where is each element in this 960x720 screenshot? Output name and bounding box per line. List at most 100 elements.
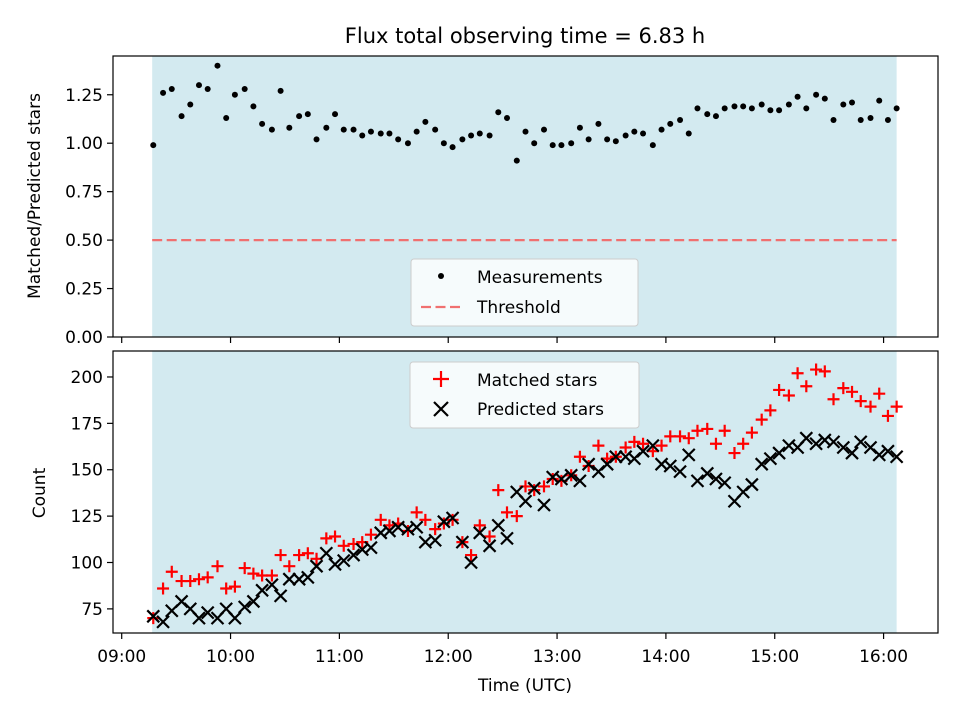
measurement-point xyxy=(359,132,366,139)
y-tick-label: 175 xyxy=(71,414,103,434)
x-tick-label: 14:00 xyxy=(641,647,690,667)
matched-star-point xyxy=(364,528,377,541)
measurement-point xyxy=(223,115,230,122)
matched-star-point xyxy=(283,560,296,573)
matched-star-point xyxy=(728,447,741,460)
matched-star-point xyxy=(329,530,342,543)
matched-star-point xyxy=(846,385,859,398)
matched-star-point xyxy=(573,450,586,463)
matched-star-point xyxy=(800,380,813,393)
matched-star-point xyxy=(184,575,197,588)
legend-predicted-marker xyxy=(433,401,449,417)
count-x-ticks: 09:00 10:00 11:00 12:00 13:00 14:00 15:00 16:00 xyxy=(97,633,908,667)
matched-star-point xyxy=(446,513,459,526)
predicted-star-point xyxy=(364,540,378,555)
matched-star-point xyxy=(646,445,659,458)
matched-star-point xyxy=(837,382,850,395)
predicted-star-point xyxy=(265,577,279,592)
measurement-point xyxy=(712,113,719,120)
predicted-star-point xyxy=(200,605,215,620)
predicted-star-point xyxy=(581,457,596,471)
measurement-point xyxy=(794,93,801,100)
ratio-legend: Measurements Threshold xyxy=(410,258,639,327)
predicted-star-point xyxy=(192,611,206,625)
predicted-star-point xyxy=(881,444,895,458)
measurement-point xyxy=(323,124,330,131)
measurement-point xyxy=(631,128,638,135)
matched-star-point xyxy=(211,560,224,573)
predicted-star-point xyxy=(872,448,887,462)
measurement-point xyxy=(821,95,828,102)
count-legend-box xyxy=(409,361,640,429)
matched-star-point xyxy=(546,473,559,486)
y-tick-label: 200 xyxy=(71,368,103,388)
measurement-point xyxy=(268,126,275,133)
predicted-star-point xyxy=(709,472,723,486)
measurement-point xyxy=(721,105,728,112)
measurement-point xyxy=(867,115,874,122)
predicted-star-point xyxy=(663,459,678,473)
measurement-point xyxy=(422,118,429,125)
predicted-star-point xyxy=(564,468,578,483)
predicted-star-point xyxy=(527,481,541,496)
matched-star-point xyxy=(274,549,287,562)
matched-star-point xyxy=(510,510,523,523)
predicted-star-point xyxy=(455,535,470,549)
measurement-point xyxy=(350,126,357,133)
predicted-star-point xyxy=(745,477,759,492)
measurement-point xyxy=(404,140,411,147)
ratio-ylabel: Matched/Predicted stars xyxy=(25,93,45,299)
ratio-legend-box xyxy=(410,258,639,327)
predicted-star-point xyxy=(255,583,269,598)
measurement-point xyxy=(876,97,883,104)
measurement-point xyxy=(813,91,820,98)
matched-star-point xyxy=(383,519,396,532)
measurement-point xyxy=(685,130,692,137)
predicted-star-point xyxy=(518,494,533,509)
measurement-point xyxy=(250,103,257,110)
measurement-point xyxy=(840,101,847,108)
count-panel: 75 100 125 150 175 200 09:00 10:00 11:00 12:00 13… xyxy=(30,350,939,696)
measurement-point xyxy=(168,85,175,92)
predicted-star-point xyxy=(464,555,478,570)
count-xlabel: Time (UTC) xyxy=(477,676,572,696)
matched-star-point xyxy=(337,539,350,552)
measurement-point xyxy=(486,132,493,139)
measurement-point xyxy=(830,116,837,123)
legend-threshold-label: Threshold xyxy=(476,298,561,318)
predicted-star-point xyxy=(826,435,841,449)
measurement-point xyxy=(449,144,456,151)
measurement-point xyxy=(585,136,592,143)
measurement-point xyxy=(803,105,810,112)
measurement-point xyxy=(531,140,538,147)
matched-star-point xyxy=(881,409,894,422)
measurement-point xyxy=(785,101,792,108)
predicted-star-point xyxy=(609,449,623,464)
measurement-point xyxy=(558,142,565,149)
measurement-point xyxy=(893,105,900,112)
predicted-star-point xyxy=(799,431,814,445)
predicted-star-point xyxy=(309,559,324,573)
measurement-point xyxy=(667,120,674,127)
measurement-point xyxy=(304,111,311,118)
measurement-point xyxy=(731,103,738,110)
y-tick-label: 75 xyxy=(81,600,103,620)
measurement-point xyxy=(459,136,466,143)
measurement-point xyxy=(576,124,583,131)
matched-star-point xyxy=(201,571,214,584)
matched-star-point xyxy=(655,439,668,452)
matched-star-point xyxy=(827,393,840,406)
predicted-star-point xyxy=(409,520,424,535)
predicted-star-point xyxy=(690,474,705,488)
matched-star-point xyxy=(500,506,513,519)
measurement-point xyxy=(367,128,374,135)
count-ylabel: Count xyxy=(30,467,50,518)
measurement-point xyxy=(340,126,347,133)
matched-star-point xyxy=(374,513,387,526)
predicted-star-point xyxy=(700,466,715,481)
matched-star-point xyxy=(682,432,695,445)
predicted-star-point xyxy=(681,448,696,462)
matched-star-point xyxy=(864,400,877,413)
y-tick-label: 0.75 xyxy=(65,183,103,203)
